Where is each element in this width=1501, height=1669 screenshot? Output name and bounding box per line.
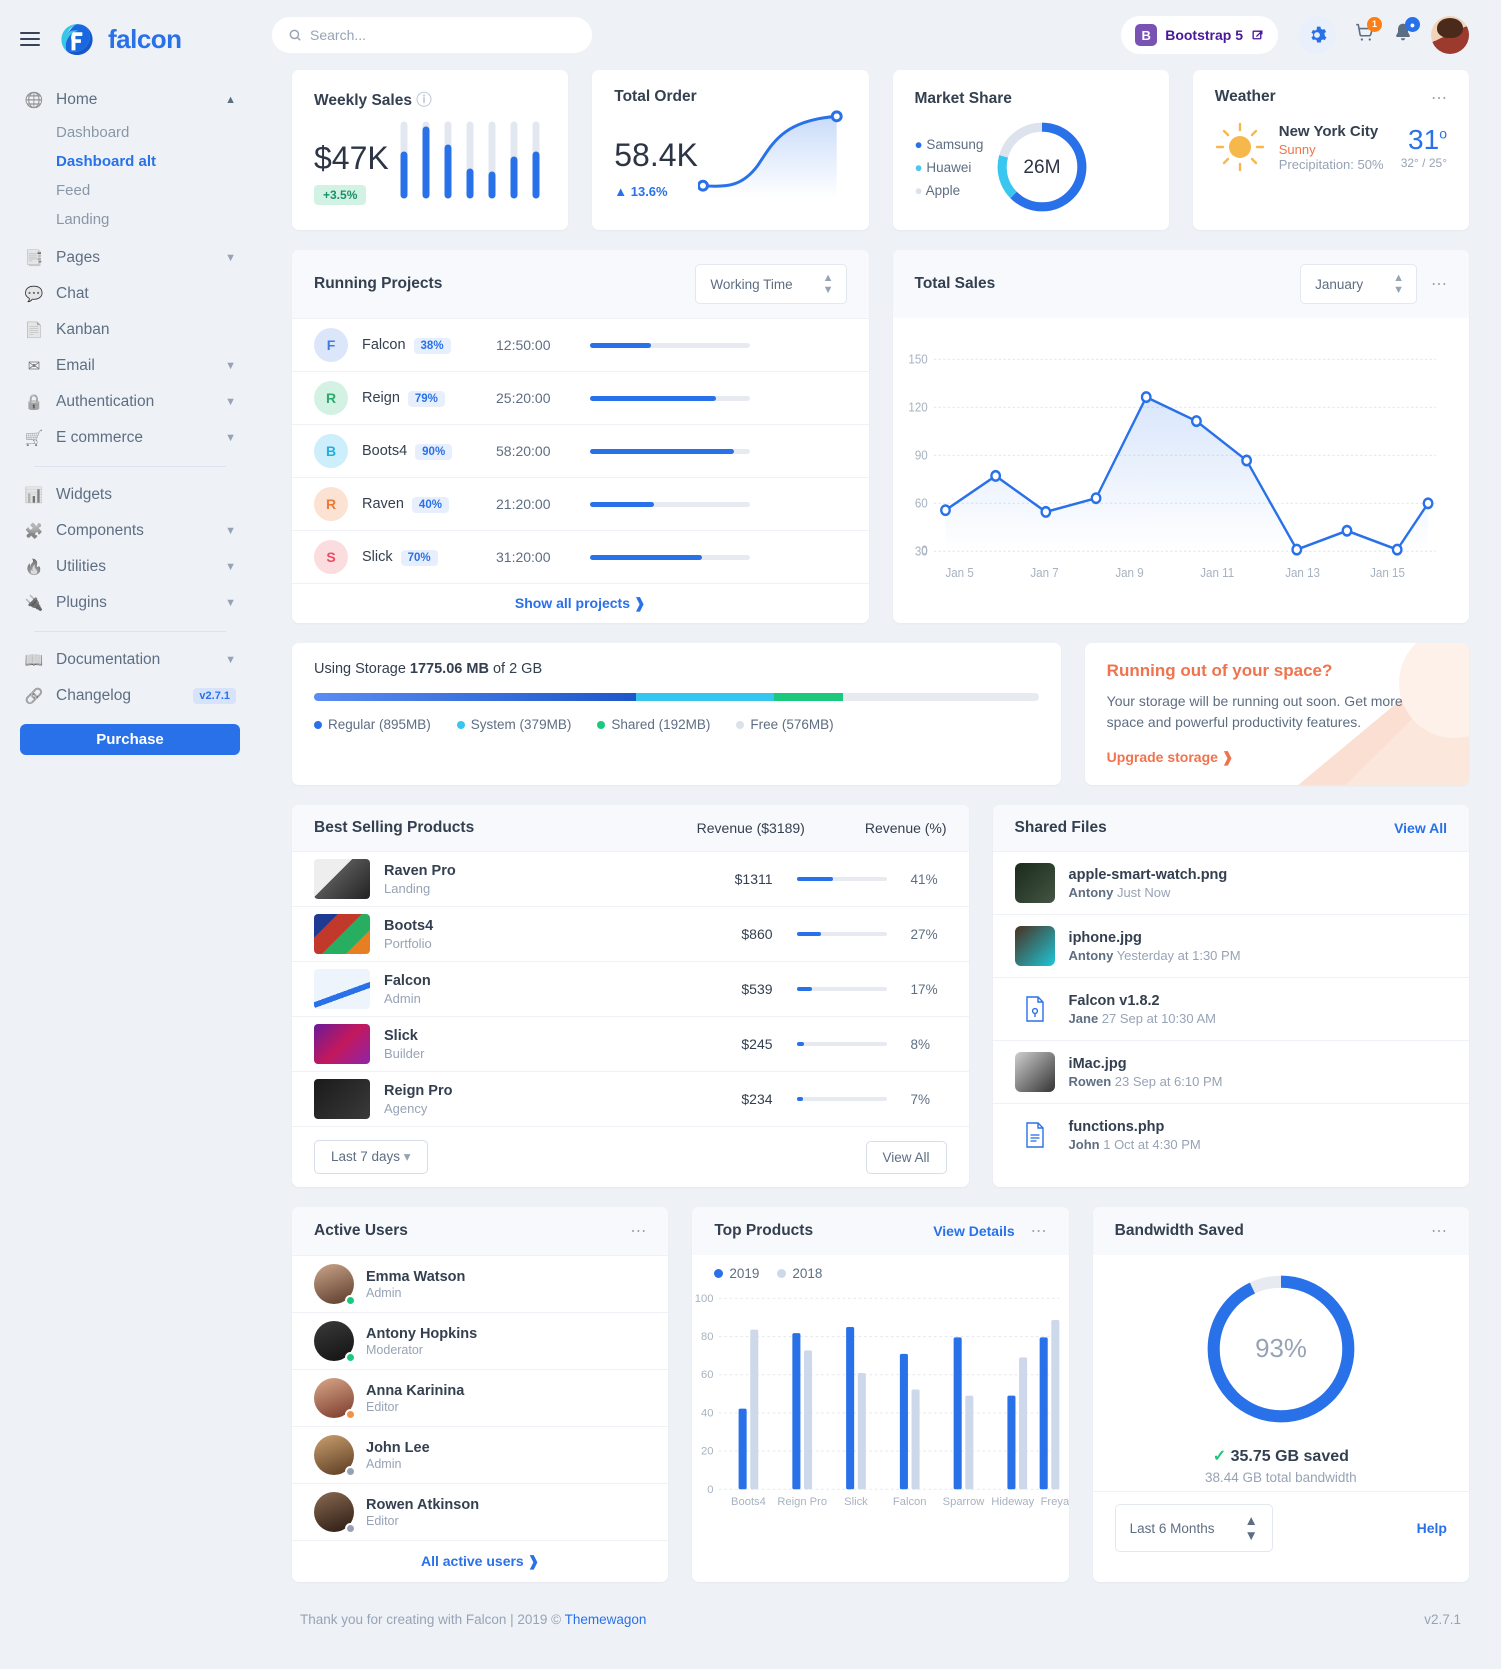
svg-text:Jan 13: Jan 13: [1285, 565, 1320, 580]
svg-text:Sparrow: Sparrow: [943, 1496, 985, 1508]
svg-text:Jan 15: Jan 15: [1370, 565, 1405, 580]
svg-text:Hideway: Hideway: [992, 1496, 1035, 1508]
svg-text:Jan 5: Jan 5: [945, 565, 973, 580]
svg-text:Jan 7: Jan 7: [1030, 565, 1058, 580]
svg-text:100: 100: [695, 1293, 714, 1305]
svg-text:0: 0: [921, 543, 928, 558]
svg-text:90: 90: [914, 448, 927, 463]
svg-text:Freya: Freya: [1041, 1496, 1069, 1508]
svg-text:Slick: Slick: [844, 1496, 868, 1508]
svg-text:60: 60: [914, 496, 927, 511]
svg-text:20: 20: [701, 1446, 713, 1458]
svg-text:26M: 26M: [1024, 157, 1061, 178]
svg-text:Jan 9: Jan 9: [1115, 565, 1143, 580]
svg-text:Boots4: Boots4: [731, 1496, 766, 1508]
svg-text:0: 0: [708, 1484, 714, 1496]
svg-text:Falcon: Falcon: [893, 1496, 927, 1508]
svg-text:Jan 11: Jan 11: [1200, 565, 1234, 580]
svg-text:40: 40: [701, 1408, 713, 1420]
svg-text:120: 120: [908, 400, 927, 415]
svg-text:80: 80: [701, 1331, 713, 1343]
svg-text:93%: 93%: [1255, 1335, 1307, 1363]
svg-text:150: 150: [908, 352, 927, 367]
svg-text:60: 60: [701, 1369, 713, 1381]
svg-text:Reign Pro: Reign Pro: [778, 1496, 828, 1508]
